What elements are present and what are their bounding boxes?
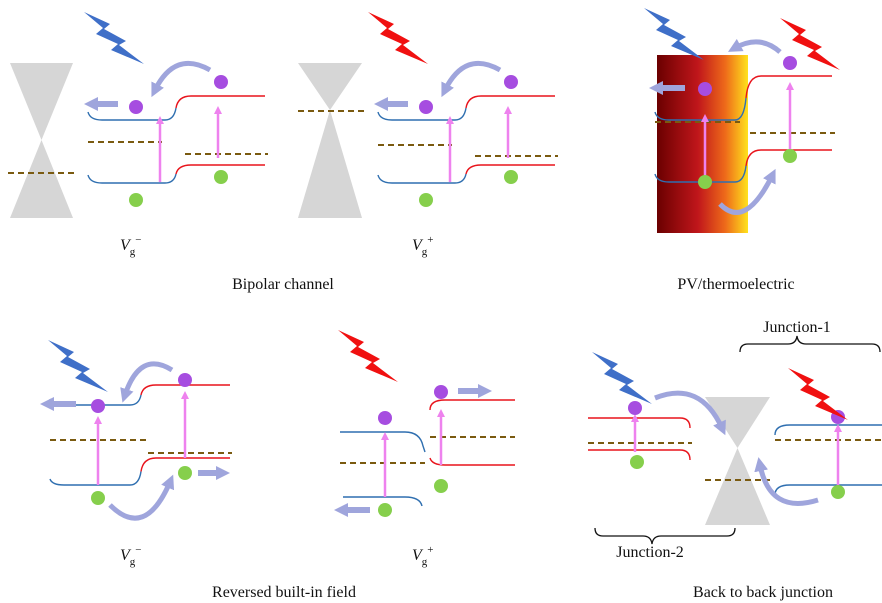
panel-title: Reversed built-in field xyxy=(212,584,356,601)
band xyxy=(176,96,265,108)
gate-label: Vg+ xyxy=(412,234,434,258)
band xyxy=(430,400,515,410)
hole xyxy=(178,466,192,480)
hole xyxy=(129,193,143,207)
gate-subscript: g xyxy=(422,246,428,258)
electron xyxy=(214,75,228,89)
gate-subscript: g xyxy=(130,556,136,568)
diagram: Bipolar channel PV/thermoelectric Revers… xyxy=(0,0,882,603)
band xyxy=(775,425,882,435)
dirac-cone xyxy=(298,63,362,218)
light xyxy=(48,340,108,392)
gate-label: Vg− xyxy=(120,234,142,258)
gate-subscript: g xyxy=(422,556,428,568)
pv-material xyxy=(657,55,748,233)
light xyxy=(84,12,144,64)
hole xyxy=(214,170,228,184)
electron xyxy=(178,373,192,387)
gate-label: Vg+ xyxy=(412,544,434,568)
gate-superscript: − xyxy=(135,544,141,556)
hole xyxy=(783,149,797,163)
band xyxy=(430,458,515,465)
electron xyxy=(434,385,448,399)
band xyxy=(378,174,466,183)
junction-label: Junction-1 xyxy=(763,319,831,336)
gate-superscript: + xyxy=(427,234,433,246)
light xyxy=(592,352,652,404)
electron xyxy=(91,399,105,413)
band xyxy=(88,174,176,183)
hole xyxy=(504,170,518,184)
panel-title: Back to back junction xyxy=(693,584,833,601)
electron xyxy=(628,401,642,415)
hole xyxy=(378,503,392,517)
electron xyxy=(783,56,797,70)
panel-title: PV/thermoelectric xyxy=(677,276,794,293)
brace xyxy=(740,336,880,352)
band xyxy=(340,432,425,452)
band xyxy=(588,418,690,428)
hole xyxy=(419,193,433,207)
panel-title: Bipolar channel xyxy=(232,276,334,293)
hole xyxy=(434,479,448,493)
dirac-cone xyxy=(10,63,73,218)
light xyxy=(338,330,398,382)
brace xyxy=(595,528,735,544)
gate-subscript: g xyxy=(130,246,136,258)
transfer-arrow xyxy=(110,482,170,518)
electron xyxy=(378,411,392,425)
transfer-arrow xyxy=(125,364,172,395)
gate-superscript: − xyxy=(135,234,141,246)
junction-label: Junction-2 xyxy=(616,544,684,561)
band xyxy=(466,96,555,108)
hole xyxy=(698,175,712,189)
gate-label: Vg− xyxy=(120,544,142,568)
transfer-arrow xyxy=(760,465,818,503)
band xyxy=(775,485,882,495)
gate-superscript: + xyxy=(427,544,433,556)
transfer-arrow xyxy=(445,63,500,90)
electron xyxy=(419,100,433,114)
electron xyxy=(698,82,712,96)
hole xyxy=(831,485,845,499)
light xyxy=(644,8,704,60)
electron xyxy=(504,75,518,89)
band xyxy=(50,472,141,486)
light xyxy=(368,12,428,64)
transfer-arrow xyxy=(155,63,210,90)
hole xyxy=(91,491,105,505)
transfer-arrow xyxy=(735,42,780,52)
hole xyxy=(630,455,644,469)
electron xyxy=(129,100,143,114)
